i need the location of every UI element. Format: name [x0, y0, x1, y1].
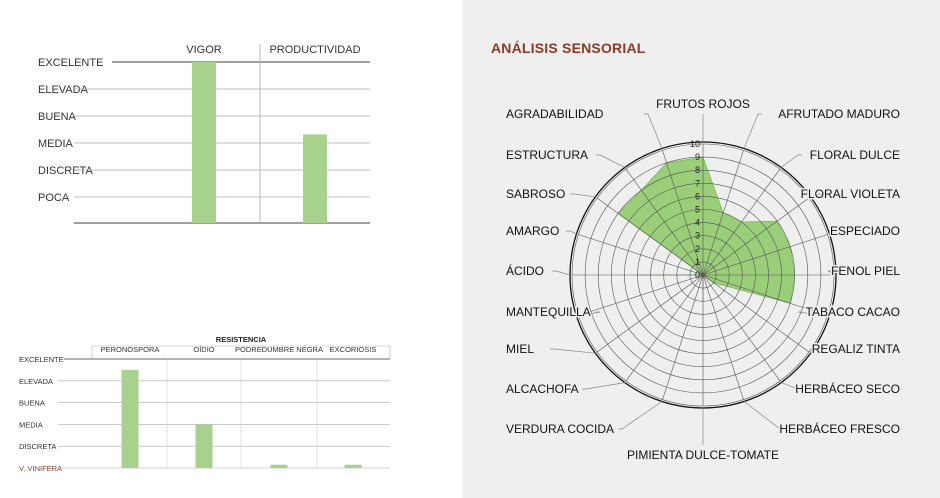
- level-label: ELEVADA: [38, 84, 89, 96]
- axis-label: FENOL PIEL: [831, 264, 900, 278]
- radar-tick-label: 10: [690, 139, 700, 149]
- axis-leader-line: [566, 230, 577, 235]
- level-label: MEDIA: [38, 138, 74, 150]
- level-label: BUENA: [19, 399, 45, 408]
- axis-label: ÁCIDO: [506, 263, 544, 278]
- sensory-panel: ANÁLISIS SENSORIAL 0 1 2 3 4 5 6 7 8 9 10 FRUTOS RO…: [462, 0, 940, 498]
- axis-leader-line: [596, 154, 625, 168]
- category-label: PERONOSPORA: [101, 345, 160, 354]
- axis-label: MIEL: [506, 342, 534, 356]
- radar-tick-label: 8: [695, 165, 700, 175]
- axis-label: VERDURA COCIDA: [506, 422, 614, 436]
- axis-leader-line: [576, 311, 601, 317]
- radar-tick-label: 1: [695, 257, 700, 267]
- radar-spoke: [702, 274, 744, 400]
- axis-label: TABACO CACAO: [806, 305, 900, 319]
- radar-spoke: [596, 274, 704, 353]
- radar-tick-label: 6: [695, 191, 700, 201]
- radar-tick-label: 7: [695, 178, 700, 188]
- axis-label: REGALIZ TINTA: [812, 342, 900, 356]
- resistencia-title: RESISTENCIA: [216, 335, 267, 344]
- radar-tick-label: 3: [695, 231, 700, 241]
- level-label: DISCRETA: [19, 442, 56, 451]
- axis-label: FLORAL DULCE: [810, 148, 900, 162]
- axis-label: HERBÁCEO SECO: [795, 381, 900, 396]
- axis-leader-line: [810, 193, 822, 198]
- bar: [344, 464, 362, 468]
- axis-leader-line: [827, 270, 837, 276]
- level-label: ELEVADA: [19, 377, 53, 386]
- axis-leader-line: [644, 113, 663, 149]
- axis-leader-line: [618, 401, 663, 430]
- radar-spoke: [702, 274, 810, 353]
- level-label: EXCELENTE: [38, 57, 103, 69]
- bar-productividad: [303, 134, 327, 223]
- radar-spoke: [596, 197, 704, 276]
- radar-spoke: [702, 150, 744, 276]
- axis-label: FLORAL VIOLETA: [801, 187, 900, 201]
- axis-leader-line: [829, 230, 836, 235]
- bar-vigor: [192, 62, 216, 223]
- radar-spoke: [625, 274, 704, 382]
- category-label: EXCORIOSIS: [330, 345, 377, 354]
- axis-label: FRUTOS ROJOS: [656, 97, 750, 111]
- axis-label: PIMIENTA DULCE-TOMATE: [627, 448, 779, 462]
- axis-leader-line: [780, 154, 802, 168]
- axis-label: AGRADABILIDAD: [506, 107, 604, 121]
- axis-leader-line: [550, 348, 596, 354]
- radar-spoke: [662, 274, 704, 400]
- axis-leader-line: [797, 311, 830, 317]
- radar-spoke: [625, 168, 704, 276]
- radar-spoke: [578, 234, 704, 276]
- category-label: PRODUCTIVIDAD: [269, 44, 360, 56]
- level-label: MEDIA: [19, 420, 43, 429]
- radar-spoke: [662, 150, 704, 276]
- axis-label: HERBÁCEO FRESCO: [779, 421, 900, 436]
- category-label: PODREDUMBRE NEGRA: [235, 345, 323, 354]
- axis-label: SABROSO: [506, 187, 565, 201]
- radar-spoke: [702, 197, 810, 276]
- axis-leader-line: [582, 382, 625, 390]
- radar-tick-label: 9: [695, 152, 700, 162]
- radar-spoke: [702, 274, 828, 316]
- level-label: POCA: [38, 192, 70, 204]
- category-label: VIGOR: [186, 44, 222, 56]
- radar-tick-label: 2: [695, 244, 700, 254]
- axis-label: ESTRUCTURA: [506, 148, 588, 162]
- axis-leader-line: [743, 113, 762, 149]
- level-label: EXCELENTE: [19, 355, 64, 364]
- axis-label: AMARGO: [506, 224, 559, 238]
- level-label: DISCRETA: [38, 165, 93, 177]
- radar-spoke: [578, 274, 704, 316]
- axis-leader-line: [781, 382, 802, 390]
- axis-label: ESPECIADO: [830, 224, 900, 238]
- resistencia-chart: RESISTENCIA EXCELENTE ELEVADA BUENA MEDIA DIS…: [19, 335, 391, 473]
- axis-leader-line: [552, 270, 571, 276]
- radar-spoke: [702, 168, 781, 276]
- vigor-productividad-chart: EXCELENTE ELEVADA BUENA MEDIA DISCRETA POCA VI…: [38, 44, 370, 224]
- level-label: BUENA: [38, 111, 77, 123]
- bar: [121, 369, 139, 468]
- axis-leader-line: [570, 193, 596, 198]
- axis-leader-line: [743, 401, 784, 430]
- radar-spoke: [702, 234, 828, 276]
- axis-label: AFRUTADO MADURO: [778, 107, 900, 121]
- radar-tick-label: 0: [695, 270, 700, 280]
- bar: [270, 464, 288, 468]
- radar-chart: 0 1 2 3 4 5 6 7 8 9 10 FRUTOS ROJOS AFRUTADO MADURO F…: [505, 96, 902, 464]
- radar-tick-label: 4: [695, 218, 700, 228]
- category-label: OÍDIO: [193, 345, 214, 354]
- axis-leader-line: [810, 348, 816, 354]
- radar-tick-label: 5: [695, 205, 700, 215]
- bar: [195, 424, 213, 468]
- axis-label: ALCACHOFA: [506, 382, 579, 396]
- level-label: V. VINIFERA: [19, 464, 62, 473]
- radar-spoke: [702, 274, 781, 382]
- radar-title: ANÁLISIS SENSORIAL: [491, 40, 646, 56]
- axis-label: MANTEQUILLA: [506, 305, 591, 319]
